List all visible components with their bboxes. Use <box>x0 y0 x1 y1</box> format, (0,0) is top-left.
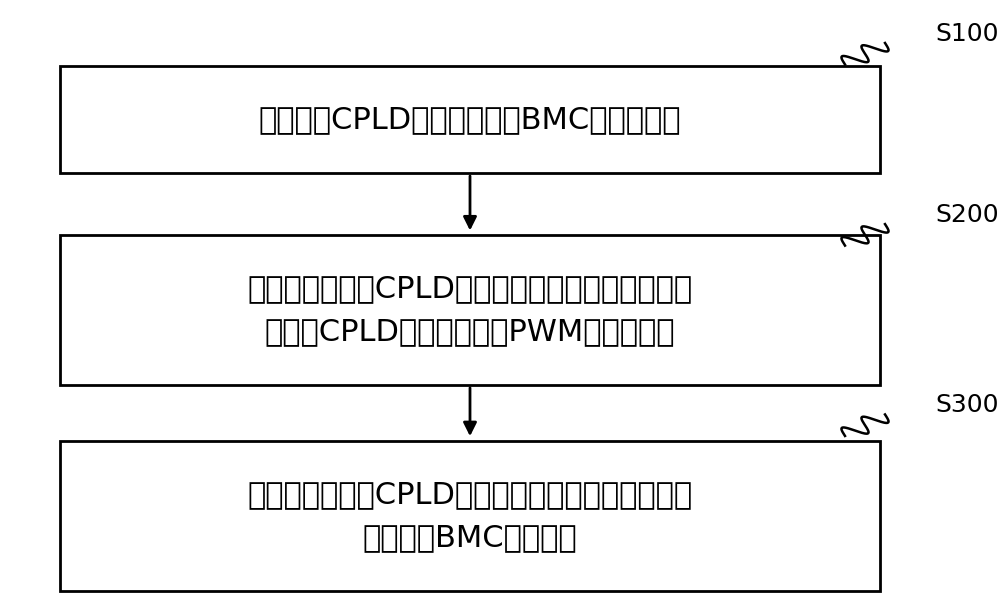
Text: S300: S300 <box>935 393 998 418</box>
FancyBboxPatch shape <box>60 441 880 591</box>
Text: 响应于至少一个CPLD检测到心跳信号，则由心跳信
号对应的BMC驱动风扇: 响应于至少一个CPLD检测到心跳信号，则由心跳信 号对应的BMC驱动风扇 <box>247 480 693 551</box>
FancyBboxPatch shape <box>60 235 880 386</box>
Text: 利用若干CPLD分别检测对应BMC的心跳信号: 利用若干CPLD分别检测对应BMC的心跳信号 <box>259 105 681 134</box>
Text: 响应于所述若干CPLD均未检测到心跳信号，则由所
述若干CPLD根据第一预设PWM值驱动风扇: 响应于所述若干CPLD均未检测到心跳信号，则由所 述若干CPLD根据第一预设PW… <box>247 274 693 346</box>
Text: S200: S200 <box>935 203 999 227</box>
Text: S100: S100 <box>935 21 998 46</box>
FancyBboxPatch shape <box>60 66 880 173</box>
